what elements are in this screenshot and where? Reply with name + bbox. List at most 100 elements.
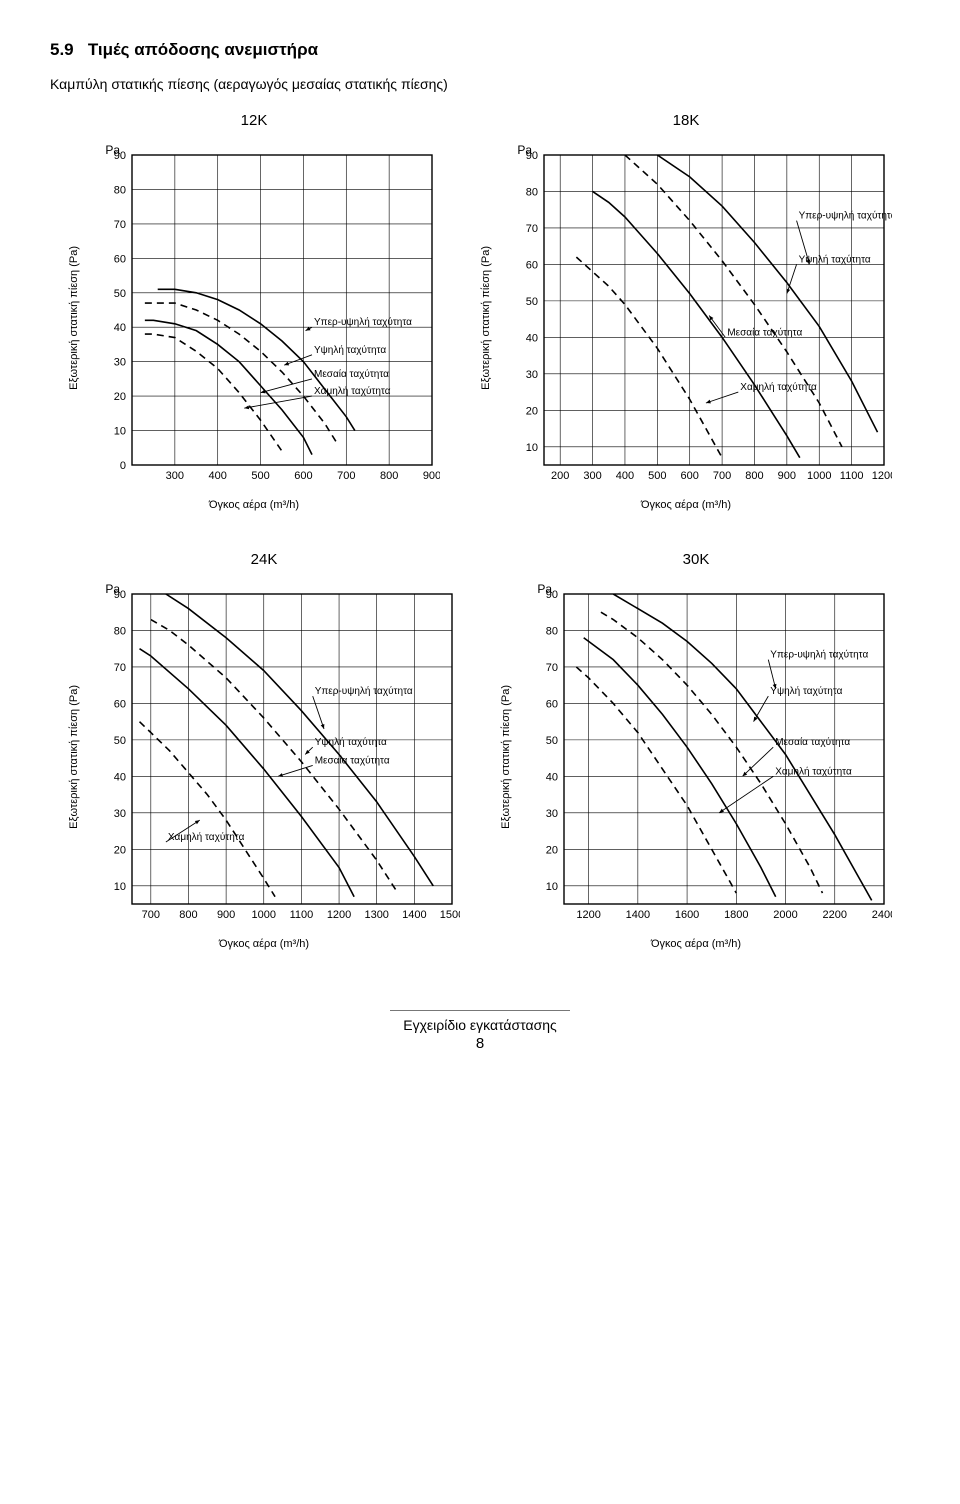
chart-svg: 3004005006007008009000102030405060708090… bbox=[86, 143, 440, 493]
svg-text:40: 40 bbox=[114, 322, 126, 334]
chart-svg: 700 800 900 1000 1100 1200 1300 1400 1500 10 20 30 4… bbox=[86, 582, 460, 932]
svg-text:80: 80 bbox=[526, 186, 538, 198]
chart-svg: 1200140016001800200022002400102030405060… bbox=[518, 582, 892, 932]
svg-text:1400: 1400 bbox=[626, 909, 650, 921]
svg-text:50: 50 bbox=[114, 735, 126, 747]
svg-text:400: 400 bbox=[616, 470, 634, 482]
svg-text:Υψηλή ταχύτητα: Υψηλή ταχύτητα bbox=[799, 253, 871, 265]
svg-text:10: 10 bbox=[114, 881, 126, 893]
svg-text:1500: 1500 bbox=[440, 909, 460, 921]
svg-text:1200: 1200 bbox=[576, 909, 600, 921]
section-subtitle: Καμπύλη στατικής πίεσης (αεραγωγός μεσαί… bbox=[50, 76, 910, 92]
svg-text:1000: 1000 bbox=[252, 909, 276, 921]
svg-text:20: 20 bbox=[526, 405, 538, 417]
svg-text:Υπερ-υψηλή ταχύτητα: Υπερ-υψηλή ταχύτητα bbox=[799, 210, 892, 222]
svg-text:Υψηλή ταχύτητα: Υψηλή ταχύτητα bbox=[314, 344, 386, 356]
chart-container: Εξωτερική στατική πίεση (Pa)300400500600… bbox=[68, 143, 440, 493]
svg-text:10: 10 bbox=[526, 442, 538, 454]
chart-container: Εξωτερική στατική πίεση (Pa)700800900100… bbox=[68, 582, 460, 932]
svg-text:40: 40 bbox=[546, 771, 558, 783]
svg-text:Χαμηλή ταχύτητα: Χαμηλή ταχύτητα bbox=[168, 831, 245, 843]
footer-text: Εγχειρίδιο εγκατάστασης bbox=[50, 1017, 910, 1033]
svg-text:20: 20 bbox=[114, 844, 126, 856]
svg-text:60: 60 bbox=[114, 253, 126, 265]
chart-panel-chart18k: 18KΕξωτερική στατική πίεση (Pa)200300400… bbox=[480, 112, 892, 511]
svg-text:1400: 1400 bbox=[402, 909, 426, 921]
svg-text:300: 300 bbox=[166, 470, 184, 482]
svg-text:70: 70 bbox=[114, 662, 126, 674]
svg-text:300: 300 bbox=[583, 470, 601, 482]
svg-text:400: 400 bbox=[209, 470, 227, 482]
svg-text:900: 900 bbox=[217, 909, 235, 921]
y-axis-label: Εξωτερική στατική πίεση (Pa) bbox=[480, 246, 492, 390]
svg-text:Υπερ-υψηλή ταχύτητα: Υπερ-υψηλή ταχύτητα bbox=[314, 316, 412, 328]
svg-text:800: 800 bbox=[745, 470, 763, 482]
svg-text:Μεσαία ταχύτητα: Μεσαία ταχύτητα bbox=[315, 754, 390, 766]
svg-text:50: 50 bbox=[114, 288, 126, 300]
svg-text:30: 30 bbox=[114, 808, 126, 820]
svg-text:Pa: Pa bbox=[517, 143, 532, 157]
section-title-text: Τιμές απόδοσης ανεμιστήρα bbox=[88, 40, 318, 59]
svg-text:60: 60 bbox=[526, 259, 538, 271]
footer-divider bbox=[390, 1010, 570, 1011]
svg-text:1200: 1200 bbox=[872, 470, 892, 482]
section-number: 5.9 bbox=[50, 40, 74, 59]
charts-area: 12KΕξωτερική στατική πίεση (Pa)300400500… bbox=[50, 112, 910, 950]
svg-text:80: 80 bbox=[546, 625, 558, 637]
svg-text:Μεσαία ταχύτητα: Μεσαία ταχύτητα bbox=[727, 326, 802, 338]
svg-text:30: 30 bbox=[546, 808, 558, 820]
chart-row: 24KΕξωτερική στατική πίεση (Pa)700800900… bbox=[50, 551, 910, 950]
svg-text:1300: 1300 bbox=[364, 909, 388, 921]
svg-text:1200: 1200 bbox=[327, 909, 351, 921]
svg-text:Υπερ-υψηλή ταχύτητα: Υπερ-υψηλή ταχύτητα bbox=[770, 649, 868, 661]
footer-page: 8 bbox=[50, 1035, 910, 1052]
chart-title: 18K bbox=[673, 112, 700, 129]
svg-text:Χαμηλή ταχύτητα: Χαμηλή ταχύτητα bbox=[775, 765, 852, 777]
svg-text:Pa: Pa bbox=[105, 143, 120, 157]
svg-text:40: 40 bbox=[114, 771, 126, 783]
svg-text:60: 60 bbox=[546, 698, 558, 710]
chart-container: Εξωτερική στατική πίεση (Pa)200300400500… bbox=[480, 143, 892, 493]
svg-text:700: 700 bbox=[142, 909, 160, 921]
svg-text:Pa: Pa bbox=[537, 582, 552, 596]
svg-text:600: 600 bbox=[294, 470, 312, 482]
svg-text:700: 700 bbox=[713, 470, 731, 482]
y-axis-label: Εξωτερική στατική πίεση (Pa) bbox=[500, 685, 512, 829]
x-axis-label: Όγκος αέρα (m³/h) bbox=[209, 499, 299, 511]
svg-text:2200: 2200 bbox=[823, 909, 847, 921]
svg-text:Υψηλή ταχύτητα: Υψηλή ταχύτητα bbox=[770, 685, 842, 697]
svg-text:10: 10 bbox=[114, 426, 126, 438]
chart-svg: 2003004005006007008009001000110012001020… bbox=[498, 143, 892, 493]
chart-title: 30K bbox=[683, 551, 710, 568]
svg-text:900: 900 bbox=[778, 470, 796, 482]
svg-text:70: 70 bbox=[526, 223, 538, 235]
svg-text:Υψηλή ταχύτητα: Υψηλή ταχύτητα bbox=[315, 736, 387, 748]
svg-text:1100: 1100 bbox=[290, 909, 314, 921]
svg-text:Υπερ-υψηλή ταχύτητα: Υπερ-υψηλή ταχύτητα bbox=[315, 685, 413, 697]
svg-text:20: 20 bbox=[546, 844, 558, 856]
svg-text:Χαμηλή ταχύτητα: Χαμηλή ταχύτητα bbox=[314, 385, 391, 397]
svg-text:40: 40 bbox=[526, 332, 538, 344]
x-axis-label: Όγκος αέρα (m³/h) bbox=[651, 938, 741, 950]
section-title: 5.9 Τιμές απόδοσης ανεμιστήρα bbox=[50, 40, 910, 60]
chart-container: Εξωτερική στατική πίεση (Pa)120014001600… bbox=[500, 582, 892, 932]
svg-text:50: 50 bbox=[526, 296, 538, 308]
svg-text:70: 70 bbox=[546, 662, 558, 674]
svg-text:10: 10 bbox=[546, 881, 558, 893]
y-axis-label: Εξωτερική στατική πίεση (Pa) bbox=[68, 246, 80, 390]
chart-panel-chart30k: 30K Εξωτερική στατική πίεση (Pa) 1200 1400 1… bbox=[500, 551, 892, 950]
chart-row: 12KΕξωτερική στατική πίεση (Pa)300400500… bbox=[50, 112, 910, 511]
svg-text:Μεσαία ταχύτητα: Μεσαία ταχύτητα bbox=[775, 736, 850, 748]
svg-text:900: 900 bbox=[423, 470, 440, 482]
svg-text:1100: 1100 bbox=[840, 470, 864, 482]
svg-text:30: 30 bbox=[114, 357, 126, 369]
svg-text:1000: 1000 bbox=[807, 470, 831, 482]
svg-text:50: 50 bbox=[546, 735, 558, 747]
svg-text:30: 30 bbox=[526, 369, 538, 381]
svg-text:Μεσαία ταχύτητα: Μεσαία ταχύτητα bbox=[314, 368, 389, 380]
svg-text:800: 800 bbox=[380, 470, 398, 482]
svg-text:800: 800 bbox=[179, 909, 197, 921]
x-axis-label: Όγκος αέρα (m³/h) bbox=[641, 499, 731, 511]
svg-text:1800: 1800 bbox=[724, 909, 748, 921]
chart-panel-chart24k: 24KΕξωτερική στατική πίεση (Pa)700800900… bbox=[68, 551, 460, 950]
